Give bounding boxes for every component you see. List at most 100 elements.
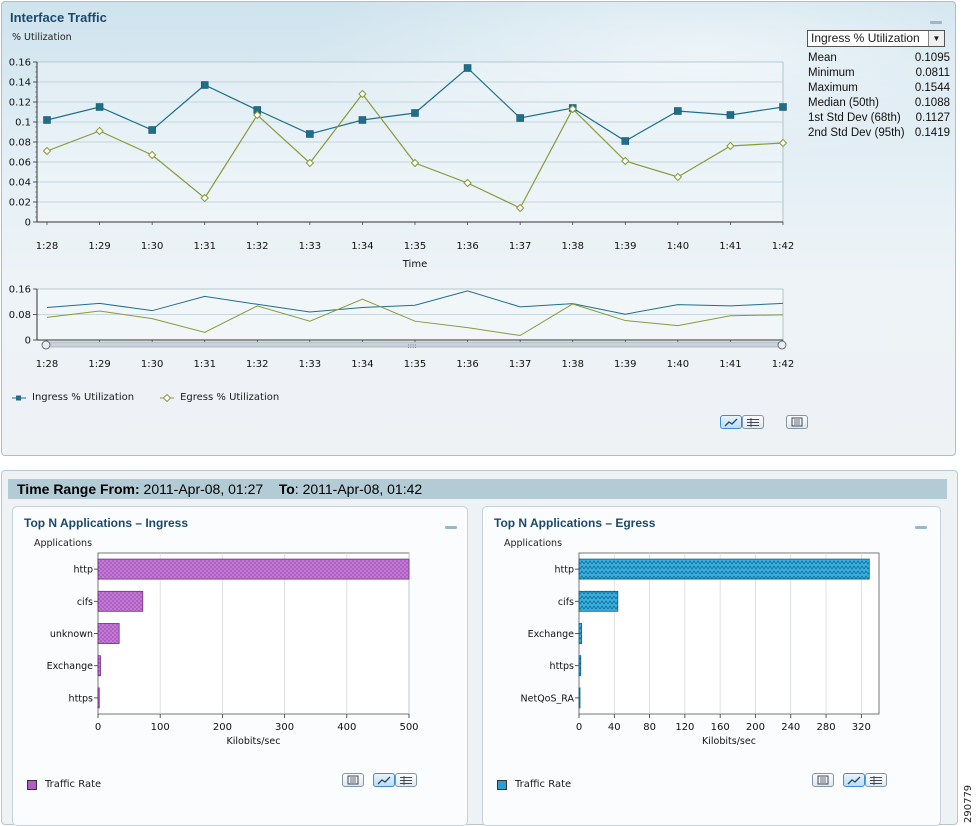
legend-ingress-label: Ingress % Utilization	[32, 392, 135, 403]
main-chart-x-tick-label: 1:30	[141, 241, 163, 252]
time-range-from-value: 2011-Apr-08, 01:27	[143, 481, 264, 497]
ingress-chart-x-tick-label: 0	[95, 722, 101, 733]
stats-metric-select[interactable]: Ingress % Utilization ▼	[807, 30, 945, 47]
egress-y-label: Applications	[504, 538, 563, 549]
egress-legend-swatch	[497, 779, 507, 790]
ingress-chart-x-tick-label: 100	[151, 722, 170, 733]
overview-chart-x-tick-label: 1:28	[36, 359, 58, 370]
egress-data-point	[726, 141, 735, 151]
egress-data-point	[200, 193, 209, 203]
egress-chart-x-axis-title: Kilobits/sec	[702, 736, 756, 747]
main-chart-x-tick-label: 1:36	[456, 241, 478, 252]
egress-data-point	[778, 138, 788, 148]
ingress-y-label: Applications	[34, 538, 93, 549]
egress-export-button[interactable]	[812, 773, 834, 787]
egress-chart-x-tick-label: 80	[643, 722, 656, 733]
egress-chart-x-tick-label: 160	[711, 722, 730, 733]
save-icon	[791, 417, 803, 427]
egress-data-point	[305, 158, 315, 168]
line-chart-icon	[724, 418, 738, 426]
time-range-to-label: To	[278, 481, 295, 497]
range-slider-right-handle	[777, 340, 787, 350]
line-chart-legend: Ingress % Utilization Egress % Utilizati…	[12, 392, 279, 403]
egress-legend-label: Traffic Rate	[515, 779, 572, 790]
table-view-button[interactable]	[742, 415, 764, 429]
stats-value: 0.1544	[914, 82, 950, 94]
time-range-to-value: 2011-Apr-08, 01:42	[302, 481, 423, 497]
chart-view-button[interactable]	[720, 415, 742, 429]
export-button[interactable]	[786, 415, 808, 429]
egress-chart-bar	[578, 623, 583, 644]
ingress-data-point	[95, 103, 104, 111]
ingress-chart-bar	[97, 687, 100, 709]
save-icon	[347, 775, 359, 785]
ingress-chart-view-button[interactable]	[373, 773, 395, 787]
stats-label: Mean	[808, 52, 837, 64]
egress-table-view-button[interactable]	[865, 773, 887, 787]
ingress-chart-bar	[97, 558, 410, 580]
egress-legend-marker	[160, 393, 175, 402]
ingress-table-view-button[interactable]	[395, 773, 417, 787]
stats-metric-value: Ingress % Utilization	[811, 31, 920, 45]
table-icon	[400, 775, 412, 785]
overview-chart-x-tick-label: 1:35	[404, 359, 426, 370]
overview-chart-x-tick-label: 1:39	[614, 359, 636, 370]
egress-chart-bar	[578, 687, 581, 709]
table-icon	[870, 775, 882, 785]
main-chart-x-tick-label: 1:32	[246, 241, 268, 252]
egress-chart-view-button[interactable]	[843, 773, 865, 787]
ingress-data-point	[200, 81, 209, 89]
ingress-chart-bar	[97, 655, 101, 677]
stats-label: Minimum	[808, 67, 855, 79]
ingress-legend-marker	[12, 395, 26, 400]
overview-chart-series-egress-line	[46, 298, 784, 337]
legend-egress[interactable]: Egress % Utilization	[160, 392, 279, 403]
egress-panel-title: Top N Applications – Egress	[494, 516, 656, 530]
overview-chart-x-tick-label: 1:40	[667, 359, 689, 370]
ingress-chart-category-label: Exchange	[47, 661, 94, 672]
legend-ingress[interactable]: Ingress % Utilization	[12, 392, 134, 403]
egress-chart-x-tick-label: 240	[781, 722, 800, 733]
stats-value: 0.1127	[915, 112, 950, 124]
main-chart-x-tick-label: 1:35	[404, 241, 426, 252]
stats-value: 0.0811	[915, 67, 950, 79]
chevron-down-icon[interactable]: ▼	[928, 31, 944, 46]
egress-chart-x-tick-label: 120	[675, 722, 694, 733]
ingress-export-button[interactable]	[342, 773, 364, 787]
ingress-minimize-icon[interactable]	[445, 526, 457, 529]
minimize-icon[interactable]	[930, 21, 942, 24]
ingress-chart-category-label: cifs	[77, 597, 93, 608]
ingress-view-toggle	[373, 773, 417, 787]
range-slider-grip: ::::	[407, 342, 416, 350]
stats-value: 0.1088	[914, 97, 950, 109]
line-chart-icon	[377, 776, 391, 784]
ingress-data-point	[148, 126, 156, 134]
stats-value: 0.1419	[914, 127, 950, 139]
overview-chart-x-tick-label: 1:33	[299, 359, 321, 370]
egress-chart-bar	[578, 655, 582, 677]
egress-data-point	[95, 126, 104, 136]
time-range-bar: Time Range From: 2011-Apr-08, 01:27 To: …	[8, 479, 947, 499]
egress-data-point	[358, 89, 367, 99]
egress-minimize-icon[interactable]	[915, 526, 927, 529]
overview-chart-x-tick-label: 1:37	[509, 359, 531, 370]
ingress-chart-x-axis-title: Kilobits/sec	[227, 736, 281, 747]
main-chart-y-tick-label: 0.12	[9, 98, 31, 109]
y-axis-label: % Utilization	[12, 32, 72, 43]
figure-id: 290779	[963, 784, 974, 823]
egress-chart-x-tick-label: 0	[576, 722, 582, 733]
main-chart-y-tick-label: 0.04	[9, 178, 31, 189]
stats-row: Median (50th) 0.1088	[808, 96, 950, 111]
stats-row: Minimum 0.0811	[808, 66, 950, 81]
legend-egress-label: Egress % Utilization	[180, 392, 280, 403]
utilization-line-chart: 0 0.02 0.04 0.06 0.08 0.1 0.12 0.14 0.16 1:28 1:29…	[9, 58, 795, 371]
main-chart-x-tick-label: 1:40	[667, 241, 689, 252]
interface-traffic-panel	[1, 1, 956, 456]
ingress-legend: Traffic Rate	[27, 779, 101, 790]
ingress-data-point	[43, 116, 51, 124]
stats-label: 1st Std Dev (68th)	[808, 112, 901, 124]
stats-label: Median (50th)	[808, 97, 879, 109]
main-chart-x-tick-label: 1:37	[509, 241, 531, 252]
overview-chart-x-tick-label: 1:38	[561, 359, 583, 370]
